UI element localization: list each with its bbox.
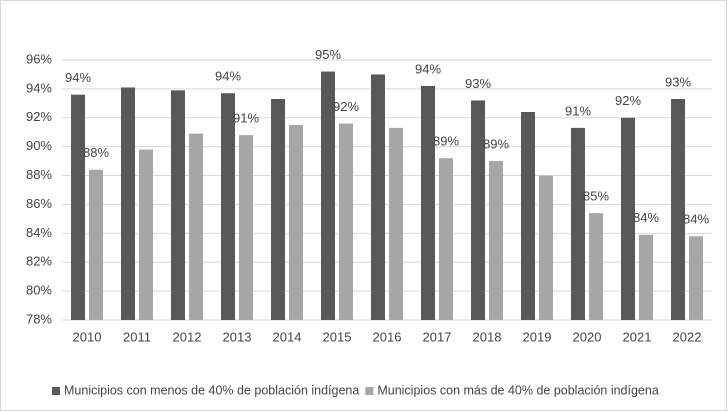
bar <box>271 99 285 320</box>
data-label: 92% <box>333 99 359 114</box>
bar <box>539 175 553 320</box>
y-tick-label: 96% <box>26 51 52 66</box>
data-label: 84% <box>683 212 709 227</box>
bar <box>189 133 203 320</box>
x-tick-label: 2015 <box>323 329 352 344</box>
bar <box>321 71 335 320</box>
data-label: 93% <box>465 76 491 91</box>
y-tick-label: 82% <box>26 254 52 269</box>
bar <box>289 125 303 320</box>
legend-label: Municipios con más de 40% de población i… <box>377 383 658 397</box>
data-label: 94% <box>215 69 241 84</box>
legend-swatch <box>52 387 60 395</box>
y-tick-label: 90% <box>26 138 52 153</box>
bar <box>171 90 185 320</box>
y-tick-label: 78% <box>26 311 52 326</box>
legend-label: Municipios con menos de 40% de población… <box>64 383 359 397</box>
bar <box>71 94 85 321</box>
x-tick-label: 2010 <box>73 329 102 344</box>
bar <box>421 86 435 320</box>
y-tick-label: 86% <box>26 196 52 211</box>
x-tick-label: 2018 <box>473 329 502 344</box>
y-tick-label: 94% <box>26 80 52 95</box>
x-tick-label: 2022 <box>673 329 702 344</box>
bar <box>389 127 403 320</box>
x-tick-label: 2014 <box>273 329 302 344</box>
data-label: 84% <box>633 210 659 225</box>
x-tick-label: 2013 <box>223 329 252 344</box>
bar <box>689 236 703 320</box>
data-label: 94% <box>415 61 441 76</box>
data-label: 85% <box>583 189 609 204</box>
x-tick-label: 2019 <box>523 329 552 344</box>
y-tick-label: 80% <box>26 283 52 298</box>
y-tick-label: 88% <box>26 167 52 182</box>
bar <box>121 87 135 320</box>
bar <box>639 234 653 320</box>
x-tick-label: 2020 <box>573 329 602 344</box>
x-tick-label: 2017 <box>423 329 452 344</box>
data-label: 93% <box>665 74 691 89</box>
bar <box>439 158 453 320</box>
x-tick-label: 2012 <box>173 329 202 344</box>
data-label: 91% <box>565 103 591 118</box>
bar <box>521 112 535 320</box>
x-tick-label: 2011 <box>123 329 151 344</box>
x-tick-label: 2016 <box>373 329 402 344</box>
data-label: 89% <box>483 137 509 152</box>
data-label: 95% <box>315 47 341 62</box>
bar <box>221 93 235 320</box>
bar <box>489 161 503 320</box>
bar <box>89 169 103 320</box>
data-label: 92% <box>615 93 641 108</box>
data-label: 91% <box>233 111 259 126</box>
bar <box>671 99 685 320</box>
data-label: 94% <box>65 70 91 85</box>
x-tick-label: 2021 <box>623 329 652 344</box>
bar <box>589 213 603 320</box>
bar <box>571 127 585 320</box>
bar <box>621 117 635 321</box>
y-tick-label: 84% <box>26 225 52 240</box>
bar <box>339 123 353 320</box>
bar <box>371 74 385 320</box>
data-label: 88% <box>83 145 109 160</box>
y-tick-label: 92% <box>26 109 52 124</box>
legend-swatch <box>365 387 374 395</box>
bar <box>239 135 253 320</box>
data-label: 89% <box>433 134 459 149</box>
bar <box>139 149 153 320</box>
bar <box>471 100 485 320</box>
